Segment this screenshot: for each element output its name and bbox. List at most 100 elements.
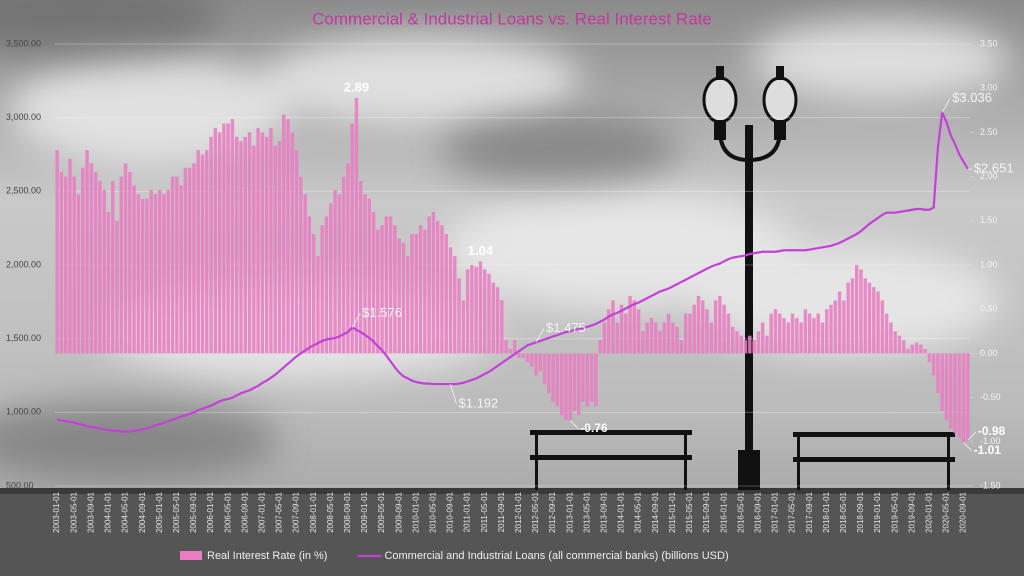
bar bbox=[726, 313, 731, 354]
bar bbox=[585, 353, 590, 407]
bar-series bbox=[55, 97, 970, 443]
bar bbox=[500, 300, 504, 354]
label-leader bbox=[967, 431, 977, 441]
bar bbox=[354, 97, 359, 354]
data-label: -0.76 bbox=[580, 421, 608, 435]
x-tick-label: 2016-05-01 bbox=[736, 491, 745, 532]
bar bbox=[641, 331, 645, 354]
bar bbox=[953, 353, 957, 433]
bar bbox=[769, 313, 773, 354]
bar bbox=[803, 309, 808, 354]
bar bbox=[474, 266, 478, 354]
x-tick-label: 2003-05-01 bbox=[69, 491, 78, 532]
bar bbox=[217, 132, 222, 354]
y2-tick-label: 2.00 bbox=[980, 171, 998, 181]
x-tick-label: 2007-01-01 bbox=[257, 491, 266, 532]
bar bbox=[264, 136, 269, 354]
bar bbox=[778, 313, 782, 354]
bar bbox=[170, 176, 175, 354]
bar bbox=[517, 353, 521, 358]
x-tick-label: 2011-09-01 bbox=[497, 491, 506, 532]
bar bbox=[654, 322, 658, 354]
bar bbox=[59, 172, 64, 354]
data-label: $1.192 bbox=[459, 395, 499, 410]
x-tick-label: 2006-05-01 bbox=[223, 491, 232, 532]
bar bbox=[85, 150, 89, 354]
bar bbox=[846, 282, 850, 354]
bar bbox=[636, 309, 641, 354]
bar bbox=[205, 150, 209, 354]
bar bbox=[93, 172, 98, 354]
bar bbox=[303, 194, 307, 354]
x-tick-label: 2012-01-01 bbox=[514, 491, 523, 532]
bar bbox=[448, 247, 453, 354]
x-tick-label: 2020-01-01 bbox=[924, 491, 933, 532]
bar bbox=[209, 136, 213, 354]
bar bbox=[782, 318, 786, 354]
bar bbox=[431, 211, 436, 354]
bar bbox=[299, 176, 303, 354]
bar bbox=[542, 353, 547, 385]
x-tick-label: 2017-01-01 bbox=[771, 491, 780, 532]
bar bbox=[957, 353, 962, 438]
x-tick-label: 2014-09-01 bbox=[651, 491, 660, 532]
x-tick-label: 2008-09-01 bbox=[343, 491, 352, 532]
x-tick-label: 2016-09-01 bbox=[753, 491, 762, 532]
bar bbox=[559, 353, 564, 416]
label-leader bbox=[450, 383, 457, 405]
bar bbox=[547, 353, 551, 394]
bar bbox=[269, 127, 273, 354]
bar bbox=[790, 313, 795, 354]
data-label: $1.475 bbox=[546, 320, 586, 335]
bar bbox=[410, 234, 414, 354]
bar bbox=[72, 176, 76, 354]
x-tick-label: 2017-09-01 bbox=[805, 491, 814, 532]
bar bbox=[739, 335, 743, 354]
bar bbox=[465, 269, 470, 354]
bar bbox=[132, 185, 136, 354]
bar bbox=[427, 216, 431, 354]
bar bbox=[145, 198, 149, 354]
bar bbox=[902, 340, 906, 354]
x-tick-label: 2018-01-01 bbox=[822, 491, 831, 532]
bar bbox=[320, 225, 324, 354]
bar bbox=[324, 216, 329, 354]
bar bbox=[226, 123, 230, 354]
bar bbox=[602, 322, 607, 354]
bar bbox=[709, 322, 714, 354]
data-label: -1.01 bbox=[974, 443, 1002, 457]
legend-label: Real Interest Rate (in %) bbox=[207, 550, 327, 562]
bar bbox=[508, 348, 513, 354]
bar bbox=[581, 353, 585, 403]
bar bbox=[273, 145, 277, 354]
y-tick-label: 3,000.00 bbox=[6, 112, 41, 122]
bar bbox=[662, 322, 666, 354]
bar bbox=[307, 216, 312, 354]
bar bbox=[825, 309, 829, 354]
data-label: -0.98 bbox=[978, 424, 1006, 438]
bar bbox=[363, 194, 367, 354]
legend-label: Commercial and Industrial Loans (all com… bbox=[384, 550, 728, 562]
x-tick-label: 2005-01-01 bbox=[155, 491, 164, 532]
bar bbox=[897, 335, 902, 354]
bar bbox=[568, 353, 572, 421]
bar bbox=[692, 304, 696, 354]
bar bbox=[748, 335, 752, 354]
bar bbox=[316, 256, 320, 354]
bar bbox=[854, 265, 859, 354]
x-tick-label: 2019-01-01 bbox=[873, 491, 882, 532]
bar bbox=[683, 313, 688, 354]
bar bbox=[572, 353, 577, 411]
bar bbox=[820, 322, 825, 354]
bar bbox=[76, 194, 81, 354]
bar bbox=[666, 313, 671, 354]
x-tick-label: 2011-01-01 bbox=[463, 491, 472, 532]
x-tick-label: 2010-01-01 bbox=[411, 491, 420, 532]
bar bbox=[128, 172, 132, 354]
bar bbox=[615, 322, 619, 354]
label-leader bbox=[963, 442, 972, 451]
bar bbox=[504, 340, 508, 354]
bar bbox=[158, 189, 162, 354]
bar bbox=[705, 309, 709, 354]
bar bbox=[102, 189, 106, 354]
